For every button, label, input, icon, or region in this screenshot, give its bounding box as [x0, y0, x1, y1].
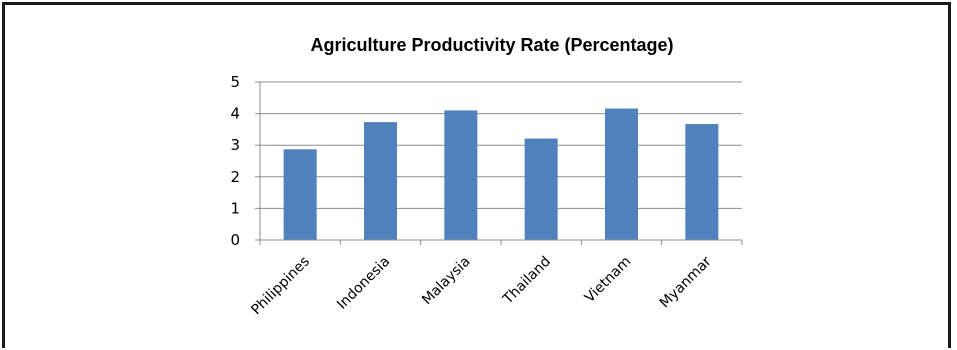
bar-philippines: [283, 149, 317, 240]
y-tick-label: 5: [230, 73, 240, 91]
y-tick-label: 3: [230, 136, 240, 154]
x-tick-label: Myanmar: [657, 253, 715, 311]
x-tick-label: Vietnam: [582, 254, 635, 307]
y-tick-label: 0: [230, 231, 240, 249]
y-tick-label: 1: [230, 199, 240, 217]
y-axis-labels: 0 1 2 3 4 5: [230, 73, 240, 249]
x-axis-labels: Philippines Indonesia Malaysia Thailand Viet…: [248, 253, 714, 318]
bar-myanmar: [685, 124, 719, 240]
axes: [255, 81, 743, 245]
chart-title: Agriculture Productivity Rate (Percentag…: [310, 35, 673, 55]
x-tick-label: Indonesia: [334, 254, 393, 313]
y-tick-label: 4: [230, 105, 240, 123]
bar-thailand: [524, 138, 558, 240]
bar-indonesia: [364, 122, 397, 240]
bar-malaysia: [444, 110, 478, 240]
x-tick-label: Philippines: [248, 254, 313, 319]
y-tick-label: 2: [230, 168, 240, 186]
x-tick-label: Thailand: [499, 254, 554, 309]
bars: [283, 108, 719, 240]
bar-vietnam: [605, 108, 638, 240]
grid-lines: [260, 81, 742, 209]
x-tick-label: Malaysia: [419, 254, 474, 309]
